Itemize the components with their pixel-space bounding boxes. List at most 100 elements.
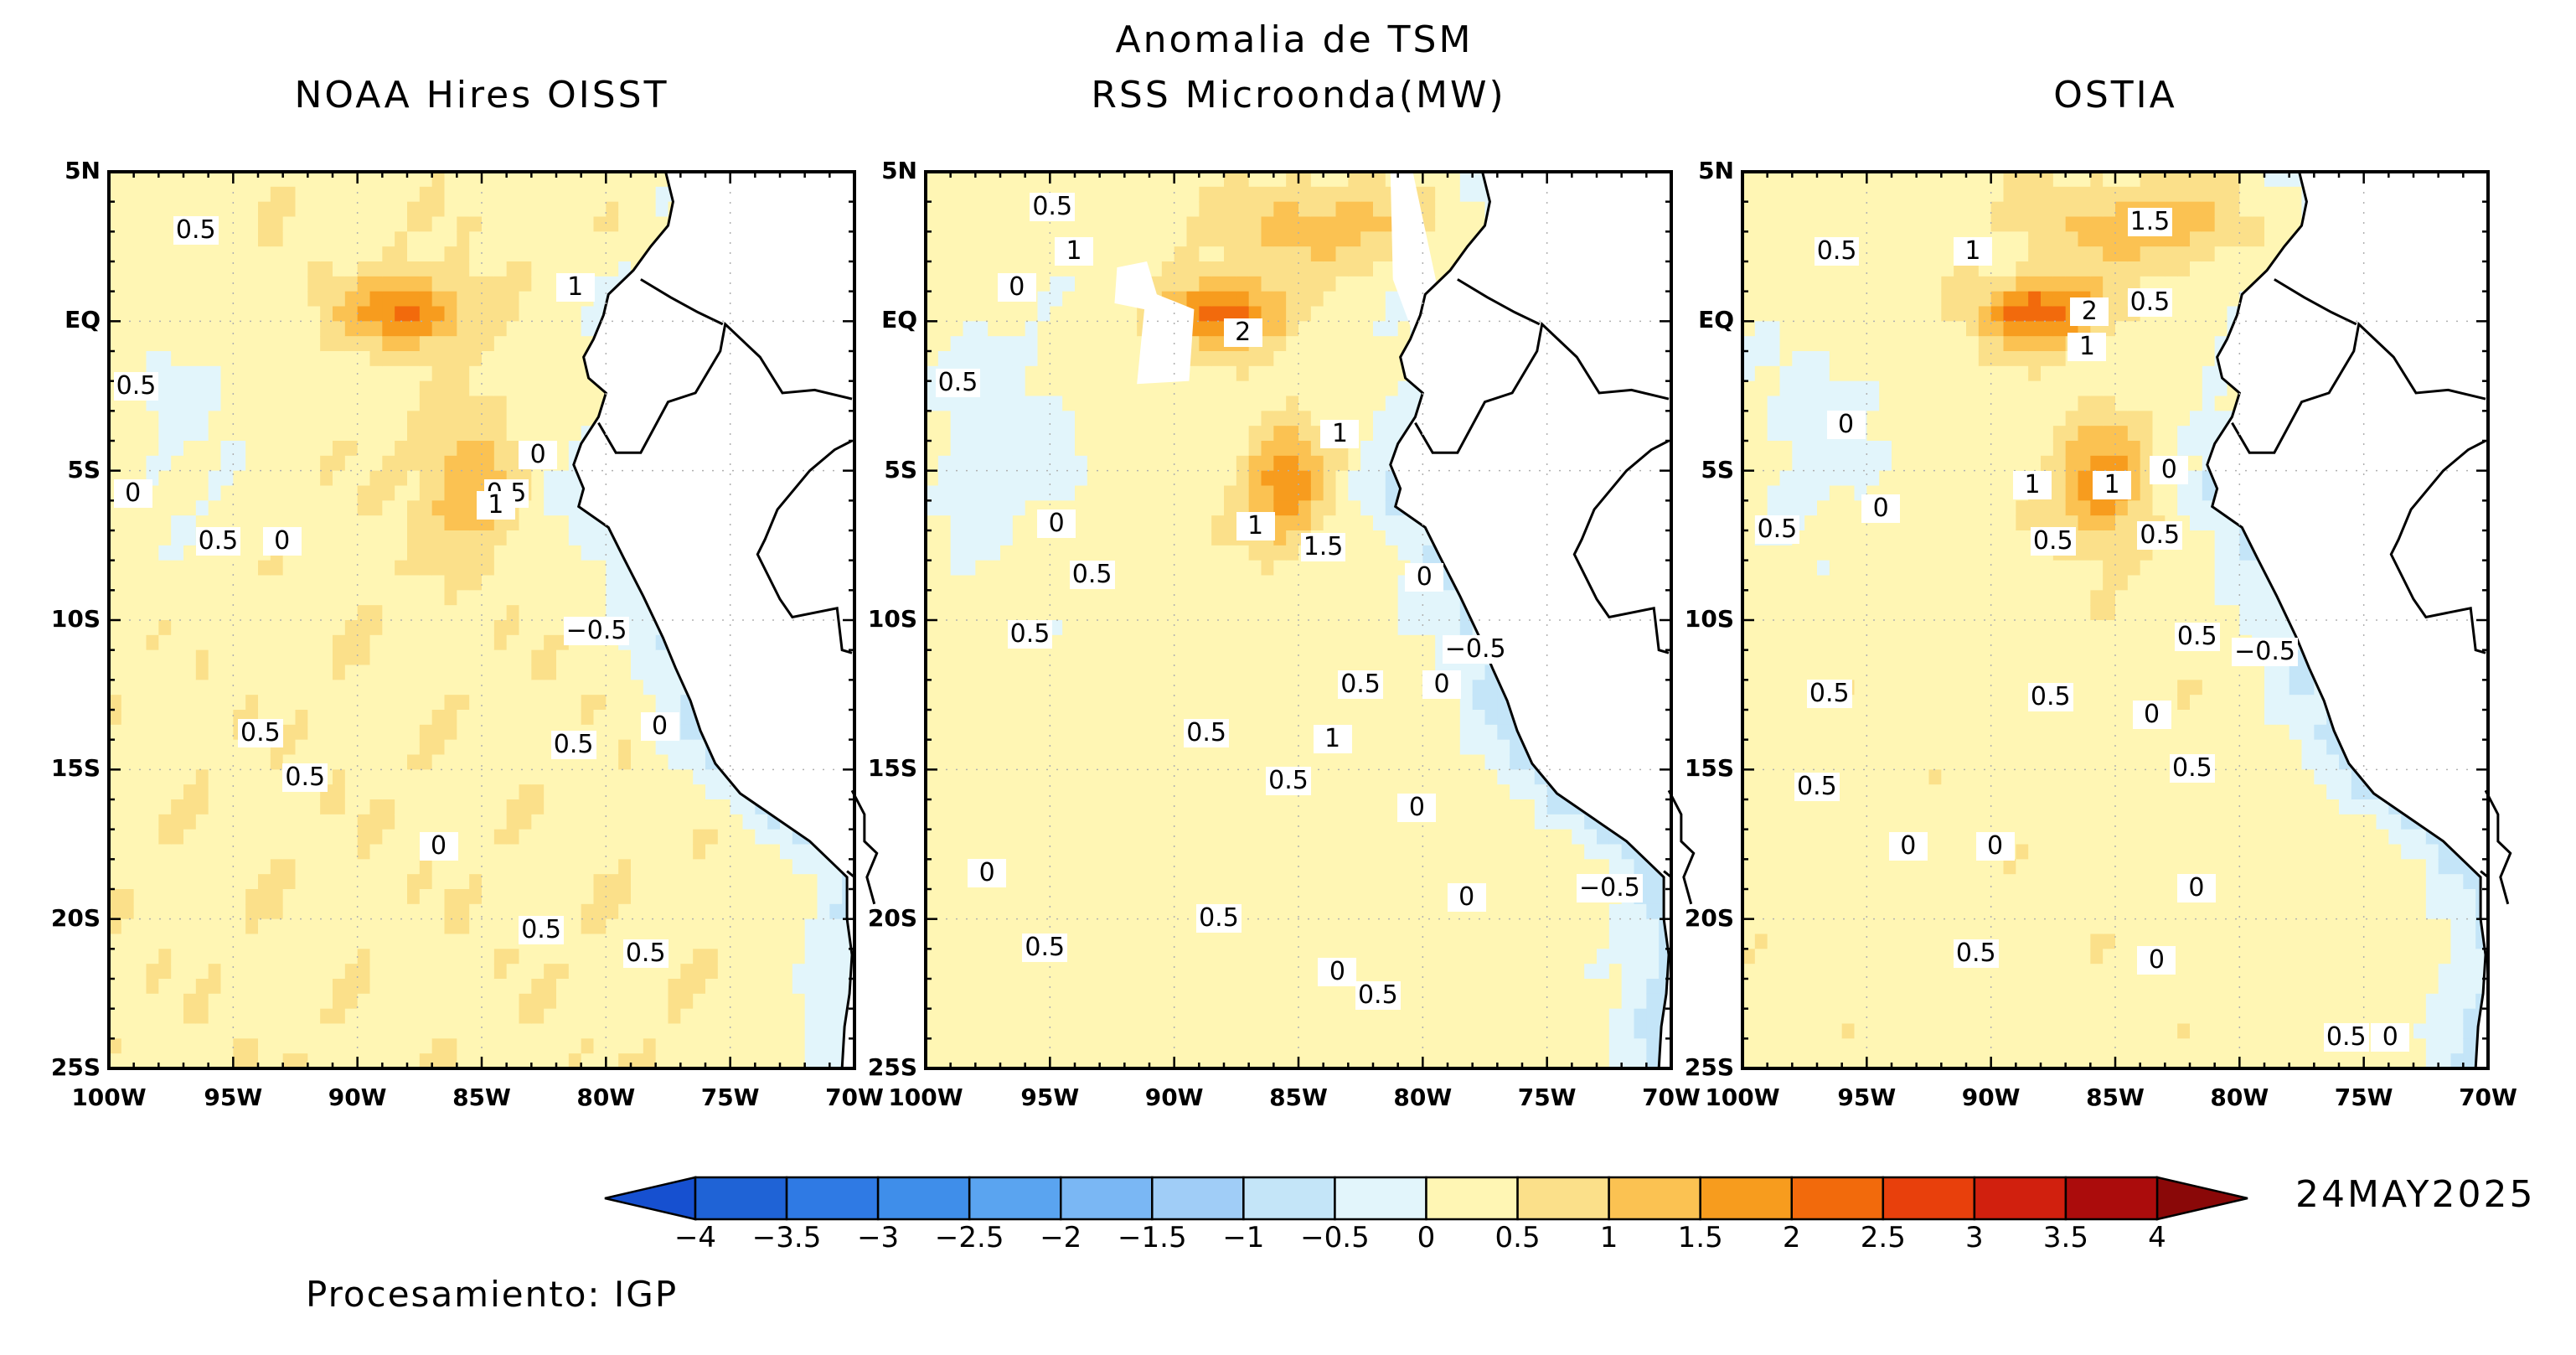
contour-label: 0 (1037, 509, 1076, 538)
lon-tick-label: 100W (888, 1083, 963, 1111)
contour-label: 0 (2371, 1023, 2410, 1052)
contour-label: 0.5 (622, 939, 669, 969)
contour-label: −0.5 (1442, 634, 1509, 664)
contour-label: 1 (1055, 237, 1093, 266)
contour-label: 1 (2093, 470, 2132, 499)
contour-label: 0.5 (1184, 718, 1229, 747)
contour-label: 0.5 (519, 915, 564, 944)
lon-tick-label: 100W (71, 1083, 147, 1111)
colorbar-tick-label: −4 (674, 1221, 717, 1254)
lon-tick-label: 95W (1837, 1083, 1897, 1111)
colorbar (604, 1176, 2248, 1221)
contour-label: 0.5 (1355, 981, 1401, 1011)
contour-label: 0.5 (1030, 192, 1076, 221)
contour-label: 0 (1318, 957, 1357, 986)
lat-tick-label: 10S (1684, 605, 1734, 633)
contour-label: 0.5 (1007, 619, 1053, 649)
country-border (1572, 439, 1670, 654)
colorbar-tick-label: 4 (2148, 1221, 2166, 1254)
lat-tick-label: 15S (50, 754, 101, 783)
contour-label: 0.5 (1338, 670, 1383, 700)
country-border (1457, 278, 1541, 326)
land-mask (2207, 172, 2488, 1068)
colorbar-tick-label: 1.5 (1677, 1221, 1723, 1254)
contour-label: −0.5 (2232, 638, 2299, 667)
missing-data-region (1390, 172, 1438, 339)
contour-label: 0.5 (1754, 515, 1800, 544)
colorbar-swatch (1425, 1176, 1519, 1221)
lon-tick-label: 75W (2334, 1083, 2393, 1111)
contour-label: 0.5 (173, 216, 219, 246)
contour-label: 0.5 (2323, 1023, 2369, 1052)
lat-tick-label: 5N (65, 157, 101, 184)
lon-tick-label: 100W (1705, 1083, 1780, 1111)
contour-label: 0.5 (1022, 934, 1068, 963)
contour-label: 0.5 (935, 369, 981, 398)
colorbar-swatch (1699, 1176, 1793, 1221)
country-border (640, 278, 724, 326)
country-border (2484, 789, 2512, 905)
contour-label: 0 (519, 440, 558, 469)
lat-tick-label: 20S (1684, 903, 1734, 932)
colorbar-min-arrow (604, 1176, 697, 1221)
lat-tick-label: 10S (867, 605, 917, 633)
lon-tick-label: 85W (452, 1083, 511, 1111)
contour-label: 0.5 (1814, 237, 1860, 266)
lon-tick-label: 85W (2086, 1083, 2145, 1111)
colorbar-swatch (1973, 1176, 2068, 1221)
lat-tick-label: 5N (1698, 157, 1734, 184)
coastline (572, 171, 854, 1069)
contour-label: 0 (262, 527, 302, 556)
contour-label: 0 (2137, 945, 2176, 975)
lon-tick-label: 90W (1961, 1083, 2021, 1111)
lon-tick-label: 90W (328, 1083, 387, 1111)
colorbar-tick-label: 3 (1965, 1221, 1984, 1254)
contour-label: 0.5 (1069, 560, 1115, 589)
panel-title: NOAA Hires OISST (294, 74, 669, 116)
contour-label: 0 (1861, 494, 1901, 524)
colorbar-tick-label: 2 (1782, 1221, 1801, 1254)
lat-tick-label: EQ (1698, 306, 1734, 334)
lon-tick-label: 70W (2459, 1083, 2517, 1111)
contour-label: 0.5 (1794, 772, 1840, 801)
gridlines (109, 172, 854, 1068)
contour-label: 0.5 (2030, 527, 2076, 556)
lat-tick-label: 25S (867, 1053, 917, 1081)
contour-label: −0.5 (563, 617, 630, 646)
contour-label: 0 (113, 479, 152, 509)
coastline (1389, 171, 1670, 1069)
panel-title: OSTIA (2053, 74, 2177, 116)
lon-tick-label: 75W (700, 1083, 760, 1111)
contour-label: 0.5 (2137, 521, 2183, 551)
lon-tick-label: 80W (1393, 1083, 1453, 1111)
contour-label: 0.5 (2174, 623, 2220, 652)
map-panel-1 (107, 170, 879, 1070)
contour-label: 0 (2132, 701, 2171, 730)
colorbar-tick-label: −1 (1222, 1221, 1265, 1254)
colorbar-tick-label: 3.5 (2042, 1221, 2088, 1254)
contour-label: 1 (1320, 419, 1360, 448)
contour-label: 0 (997, 273, 1036, 303)
lon-tick-label: 95W (204, 1083, 263, 1111)
contour-label: 1 (1236, 512, 1275, 541)
country-border (1667, 789, 1696, 905)
lon-tick-label: 90W (1144, 1083, 1204, 1111)
country-border (597, 321, 853, 454)
contour-label: 0 (1405, 563, 1444, 592)
country-border (1414, 321, 1670, 454)
contour-label: 2 (1223, 318, 1262, 347)
colorbar-tick-label: −3 (857, 1221, 900, 1254)
colorbar-tick-label: 0 (1417, 1221, 1436, 1254)
contour-label: 0.5 (1953, 939, 1999, 969)
country-border (2274, 278, 2357, 326)
lat-tick-label: 20S (867, 903, 917, 932)
contour-label: 0.5 (2170, 754, 2215, 784)
country-border (2389, 439, 2486, 654)
contour-label: 0 (1975, 832, 2015, 861)
panel-title: RSS Microonda(MW) (1091, 74, 1506, 116)
contour-label: 0.5 (550, 730, 596, 759)
lon-tick-label: 70W (825, 1083, 884, 1111)
colorbar-tick-label: −0.5 (1300, 1221, 1370, 1254)
colorbar-tick-label: −1.5 (1118, 1221, 1187, 1254)
contour-label: 0 (640, 712, 679, 742)
